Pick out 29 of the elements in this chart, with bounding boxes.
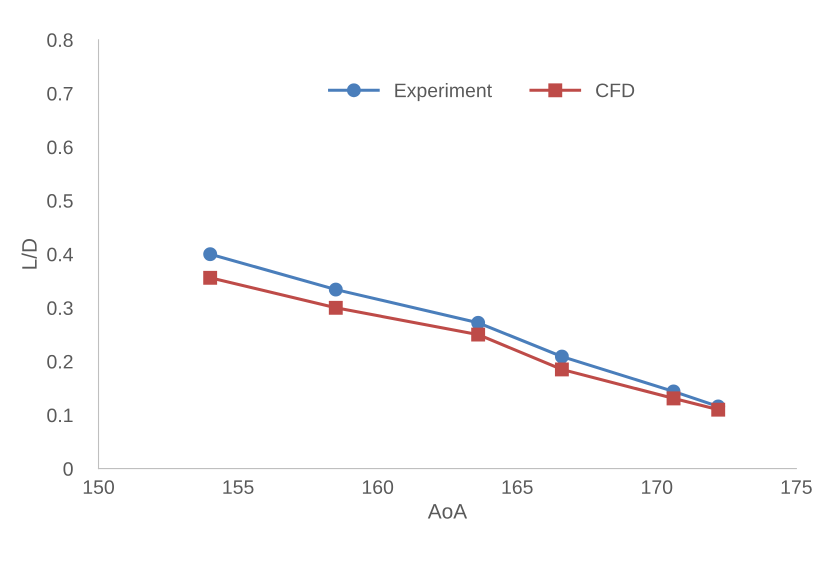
y-tick-label: 0 bbox=[63, 462, 73, 476]
x-tick-label: 170 bbox=[642, 480, 672, 494]
point bbox=[203, 270, 218, 285]
y-axis-title: L/D bbox=[22, 238, 37, 269]
legend-label: Experiment bbox=[395, 82, 492, 102]
x-tick-label: 175 bbox=[782, 480, 812, 494]
x-tick-label: 165 bbox=[502, 480, 533, 494]
y-tick-label: 0.7 bbox=[47, 86, 73, 101]
y-tick-label: 0.2 bbox=[47, 354, 73, 369]
x-tick-label: 160 bbox=[362, 480, 394, 494]
y-tick-label: 0.4 bbox=[47, 248, 73, 262]
point bbox=[471, 316, 486, 330]
point bbox=[203, 247, 218, 262]
y-tick-label: 0.8 bbox=[47, 33, 73, 47]
point bbox=[554, 362, 569, 376]
point bbox=[666, 391, 680, 406]
y-tick-label: 0.1 bbox=[47, 408, 73, 422]
point bbox=[554, 350, 569, 364]
x-tick-label: 155 bbox=[223, 480, 254, 494]
legend-label: CFD bbox=[596, 84, 634, 98]
x-tick-label: 150 bbox=[84, 480, 114, 494]
point bbox=[328, 282, 343, 297]
point bbox=[711, 402, 726, 417]
x-axis-title: AoA bbox=[428, 504, 468, 519]
y-tick-label: 0.5 bbox=[47, 194, 73, 208]
point bbox=[328, 300, 343, 315]
y-tick-label: 0.3 bbox=[47, 301, 73, 316]
y-tick-label: 0.6 bbox=[47, 140, 73, 154]
point bbox=[471, 328, 486, 342]
